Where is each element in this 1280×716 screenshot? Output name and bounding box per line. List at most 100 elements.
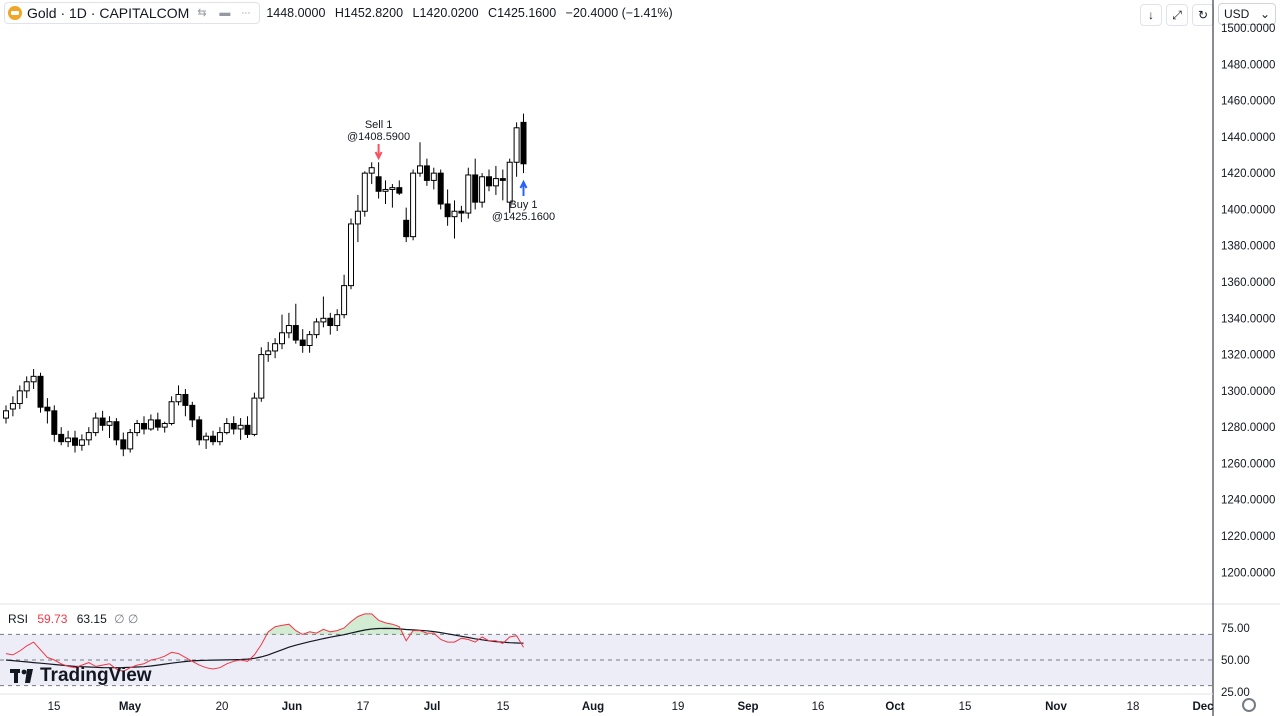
candle-body [147, 419, 154, 430]
tradingview-logo[interactable]: TradingView [10, 665, 152, 687]
candle-body [106, 421, 113, 426]
buy-arrow-icon [519, 179, 528, 196]
candle-body [203, 435, 210, 441]
tv-logo-icon [10, 669, 33, 683]
candle-body [272, 343, 279, 352]
candle-body [113, 421, 120, 441]
price-tick-label: 1440.0000 [1221, 132, 1275, 144]
candle-body [182, 393, 189, 406]
logo-text: TradingView [40, 665, 152, 686]
rsi-glyphs: ∅ ∅ [114, 612, 139, 626]
candle-body [237, 424, 244, 430]
candle-body [265, 350, 272, 356]
candle-body [9, 403, 16, 410]
chart-toolbar: ↓ ⤢ ↻ [1140, 4, 1214, 26]
flag-icon[interactable]: ▬ [219, 7, 231, 19]
candle-body [354, 210, 361, 225]
candle-body [216, 432, 223, 443]
time-tick-label: Dec [1192, 701, 1214, 713]
candle-body [23, 381, 30, 392]
rsi-tick-label: 50.00 [1221, 655, 1250, 667]
time-tick-label: 15 [497, 701, 510, 713]
candle-body [430, 172, 437, 181]
rsi-tick-label: 75.00 [1221, 623, 1250, 635]
close-value: C1425.1600 [488, 6, 557, 20]
dots-icon[interactable]: ∙∙∙ [241, 7, 251, 19]
candle-body [444, 203, 451, 218]
rsi-ma-value: 63.15 [76, 612, 107, 626]
sell-price: @1408.5900 [347, 131, 410, 143]
candle-body [292, 325, 299, 341]
buy-price: @1425.1600 [492, 211, 555, 223]
candle-body [3, 410, 9, 419]
time-tick-label: May [119, 701, 142, 713]
price-tick-label: 1340.0000 [1221, 313, 1275, 325]
candle-body [486, 176, 492, 187]
candle-body [403, 219, 410, 238]
candle-body [499, 178, 506, 181]
candle-body [513, 127, 520, 163]
rsi-legend: RSI 59.73 63.15 ∅ ∅ [8, 612, 138, 626]
candle-body [161, 423, 168, 428]
compare-icon[interactable]: ⇆ [197, 7, 207, 19]
candle-body [458, 210, 465, 214]
time-tick-label: 18 [1127, 701, 1140, 713]
price-tick-label: 1500.0000 [1221, 23, 1275, 35]
candle-body [223, 423, 230, 434]
candle-body [30, 375, 37, 383]
candle-body [230, 423, 237, 430]
time-tick-label: 15 [959, 701, 972, 713]
candle-body [334, 314, 341, 327]
candle-body [465, 174, 472, 214]
symbol-box[interactable]: Gold · 1D · CAPITALCOM ⇆ ▬ ∙∙∙ [4, 2, 261, 24]
price-tick-label: 1400.0000 [1221, 204, 1275, 216]
candle-body [134, 423, 141, 434]
candle-body [472, 174, 479, 203]
candle-body [210, 435, 216, 443]
candle-body [65, 437, 72, 443]
symbol-legend: Gold · 1D · CAPITALCOM ⇆ ▬ ∙∙∙ 1448.0000… [4, 2, 679, 24]
rsi-line [5, 613, 524, 673]
candle-body [361, 172, 368, 212]
rsi-band [0, 634, 1213, 686]
candle-body [368, 167, 375, 174]
fullscreen-icon[interactable]: ⤢ [1166, 4, 1188, 26]
candle-body [320, 317, 327, 323]
low-value: L1420.0200 [412, 6, 479, 20]
candle-body [375, 176, 382, 192]
currency-select[interactable]: USD ⌄ [1218, 3, 1276, 25]
price-tick-label: 1460.0000 [1221, 96, 1275, 108]
time-tick-label: 16 [812, 701, 825, 713]
candle-body [479, 176, 486, 203]
rsi-value: 59.73 [37, 612, 68, 626]
price-tick-label: 1240.0000 [1221, 495, 1275, 507]
candle-body [58, 433, 65, 443]
rsi-label: RSI [8, 612, 29, 626]
arrow-down-icon[interactable]: ↓ [1140, 4, 1162, 26]
candle-body [451, 210, 458, 218]
candle-body [120, 439, 127, 450]
time-tick-label: 19 [672, 701, 685, 713]
time-tick-label: Jul [424, 701, 441, 713]
time-tick-label: Nov [1045, 701, 1067, 713]
candle-body [410, 172, 417, 238]
candle-body [154, 419, 161, 428]
candle-body [313, 321, 320, 336]
time-tick-label: Oct [885, 701, 904, 713]
settings-gear-icon[interactable] [1242, 698, 1256, 712]
candle-body [78, 439, 85, 446]
candle-body [382, 188, 389, 192]
time-tick-label: Jun [282, 701, 302, 713]
price-tick-label: 1320.0000 [1221, 350, 1275, 362]
high-value: H1452.8200 [334, 6, 404, 20]
price-tick-label: 1280.0000 [1221, 422, 1275, 434]
candle-body [520, 121, 527, 165]
candle-body [85, 432, 92, 441]
symbol-title[interactable]: Gold · 1D · CAPITALCOM [27, 5, 190, 21]
currency-label: USD [1224, 7, 1250, 21]
candle-body [258, 354, 265, 399]
price-tick-label: 1260.0000 [1221, 458, 1275, 470]
candle-body [437, 172, 444, 205]
chevron-down-icon: ⌄ [1259, 7, 1270, 21]
